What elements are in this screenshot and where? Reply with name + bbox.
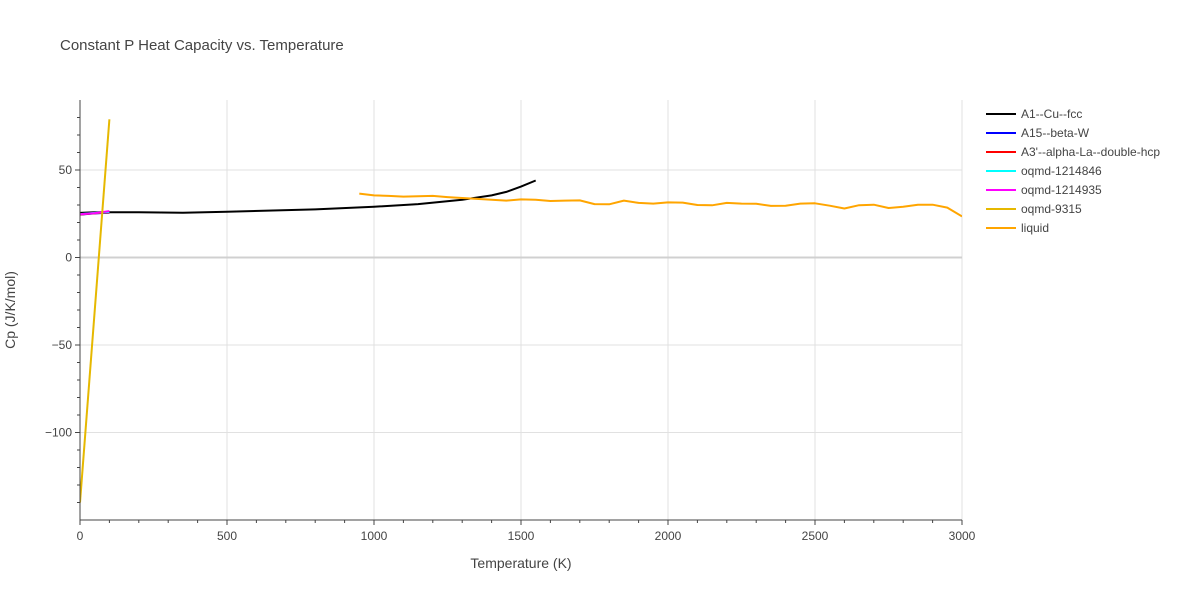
legend-item[interactable]: liquid — [986, 221, 1049, 235]
y-tick-label: 50 — [59, 163, 73, 177]
chart-title: Constant P Heat Capacity vs. Temperature — [60, 37, 344, 54]
legend-label: oqmd-1214935 — [1021, 183, 1102, 197]
legend-item[interactable]: A3'--alpha-La--double-hcp — [986, 145, 1160, 159]
series-line-6 — [359, 192, 962, 218]
legend-item[interactable]: oqmd-1214846 — [986, 164, 1102, 178]
legend-label: oqmd-1214846 — [1021, 164, 1102, 178]
series-line-4 — [80, 210, 110, 216]
x-tick-label: 1500 — [508, 529, 535, 543]
legend-item[interactable]: oqmd-1214935 — [986, 183, 1102, 197]
legend-label: liquid — [1021, 221, 1049, 235]
y-tick-label: 0 — [65, 251, 72, 265]
y-axis-title: Cp (J/K/mol) — [2, 271, 18, 349]
series-lines — [80, 119, 962, 503]
x-tick-label: 500 — [217, 529, 237, 543]
axes: 0 500 1000 1500 2000 2500 3000 −100 −50 0 50 — [45, 100, 976, 543]
legend-label: A3'--alpha-La--double-hcp — [1021, 145, 1160, 159]
legend-item[interactable]: A15--beta-W — [986, 126, 1090, 140]
legend-label: oqmd-9315 — [1021, 202, 1082, 216]
x-axis-title: Temperature (K) — [470, 555, 571, 571]
y-tick-label: −100 — [45, 426, 72, 440]
x-tick-label: 1000 — [361, 529, 388, 543]
grid — [80, 100, 963, 520]
legend-label: A1--Cu--fcc — [1021, 107, 1082, 121]
y-tick-label: −50 — [52, 338, 73, 352]
x-tick-label: 3000 — [949, 529, 976, 543]
x-tick-label: 2500 — [802, 529, 829, 543]
legend-item[interactable]: A1--Cu--fcc — [986, 107, 1082, 121]
x-tick-label: 0 — [77, 529, 84, 543]
legend-label: A15--beta-W — [1021, 126, 1090, 140]
legend[interactable]: A1--Cu--fcc A15--beta-W A3'--alpha-La--dou… — [986, 107, 1160, 235]
series-line-5 — [80, 119, 111, 503]
series-line-0 — [80, 179, 537, 214]
x-tick-label: 2000 — [655, 529, 682, 543]
legend-item[interactable]: oqmd-9315 — [986, 202, 1082, 216]
